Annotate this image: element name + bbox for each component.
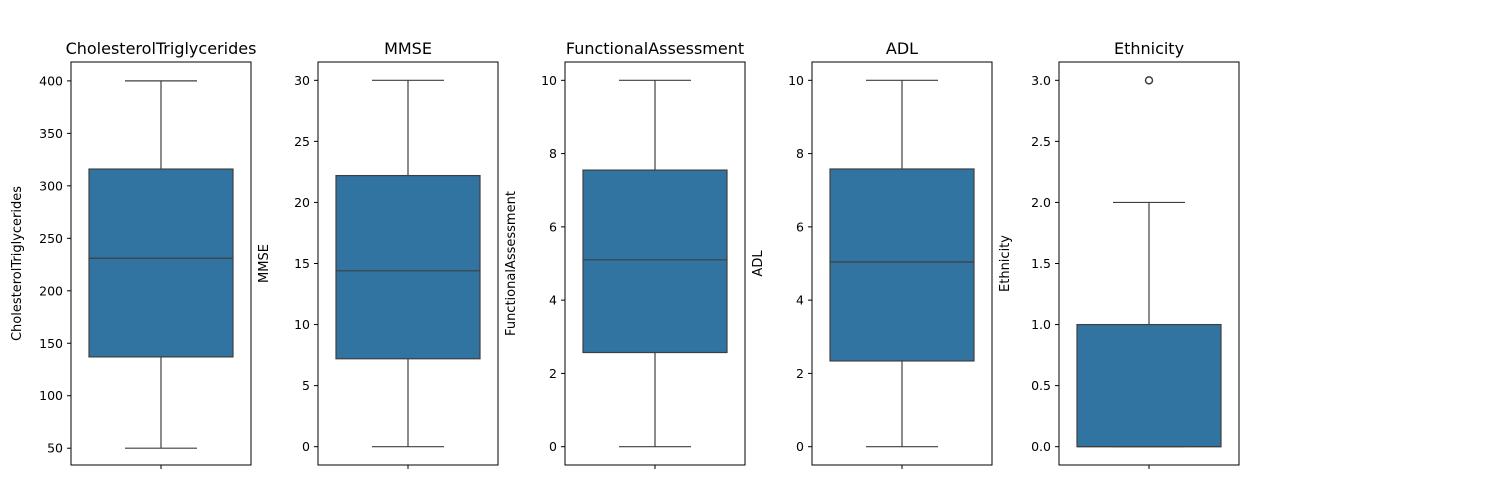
y-axis-label: CholesterolTriglycerides bbox=[10, 186, 25, 341]
chart-panel-1: CholesterolTriglycerides CholesterolTrigl… bbox=[10, 39, 256, 469]
y-tick-label: 2 bbox=[549, 366, 557, 381]
y-tick-label: 2 bbox=[796, 366, 804, 381]
y-tick-label: 0.5 bbox=[1031, 378, 1051, 393]
axes-frame bbox=[70, 61, 252, 466]
y-tick-label: 2.0 bbox=[1031, 195, 1051, 210]
y-tick-label: 1.0 bbox=[1031, 317, 1051, 332]
y-tick-label: 200 bbox=[39, 283, 63, 298]
y-tick-label: 0 bbox=[796, 439, 804, 454]
y-tick-label: 6 bbox=[549, 219, 557, 234]
axes-frame bbox=[564, 61, 746, 466]
y-tick-label: 300 bbox=[39, 178, 63, 193]
y-axis-label: ADL bbox=[751, 250, 766, 277]
y-tick-label: 0 bbox=[302, 439, 310, 454]
iqr-box bbox=[335, 174, 481, 360]
chart-panel-2: MMSE MMSE 0 5 10 15 20 25 30 bbox=[257, 39, 499, 469]
axes-frame bbox=[317, 61, 499, 466]
y-tick-label: 10 bbox=[541, 73, 557, 88]
y-tick-label: 350 bbox=[39, 126, 63, 141]
y-tick-label: 8 bbox=[549, 146, 557, 161]
chart-title: ADL bbox=[886, 39, 918, 58]
chart-panel-4: ADL ADL 0 2 4 6 8 10 bbox=[751, 39, 993, 469]
chart-title: MMSE bbox=[384, 39, 432, 58]
y-tick-label: 10 bbox=[788, 73, 804, 88]
iqr-box bbox=[88, 168, 234, 358]
iqr-box bbox=[1076, 323, 1222, 448]
axes-frame bbox=[811, 61, 993, 466]
y-axis-label: Ethnicity bbox=[998, 235, 1013, 292]
axes-frame bbox=[1058, 61, 1240, 466]
iqr-box bbox=[582, 169, 728, 354]
chart-panel-5: Ethnicity Ethnicity 0.0 0.5 1.0 1.5 2.0 2.5 3.0 bbox=[998, 39, 1240, 469]
iqr-box bbox=[829, 168, 975, 362]
y-tick-label: 4 bbox=[796, 293, 804, 308]
y-tick-label: 4 bbox=[549, 293, 557, 308]
chart-panel-3: FunctionalAssessment FunctionalAssessment… bbox=[504, 39, 746, 469]
y-tick-label: 2.5 bbox=[1031, 134, 1051, 149]
y-tick-label: 10 bbox=[294, 317, 310, 332]
y-tick-label: 8 bbox=[796, 146, 804, 161]
y-tick-label: 0.0 bbox=[1031, 439, 1051, 454]
y-axis-label: FunctionalAssessment bbox=[504, 191, 519, 336]
y-tick-label: 30 bbox=[294, 73, 310, 88]
outlier-point bbox=[1144, 76, 1154, 85]
chart-title: FunctionalAssessment bbox=[566, 39, 744, 58]
y-tick-label: 250 bbox=[39, 231, 63, 246]
y-axis-label: MMSE bbox=[257, 244, 272, 283]
y-tick-label: 100 bbox=[39, 388, 63, 403]
y-tick-label: 3.0 bbox=[1031, 73, 1051, 88]
y-tick-label: 1.5 bbox=[1031, 256, 1051, 271]
y-tick-label: 15 bbox=[294, 256, 310, 271]
y-tick-label: 25 bbox=[294, 134, 310, 149]
chart-title: Ethnicity bbox=[1114, 39, 1184, 58]
y-tick-label: 5 bbox=[302, 378, 310, 393]
y-tick-label: 50 bbox=[47, 441, 63, 456]
y-tick-label: 150 bbox=[39, 336, 63, 351]
y-tick-label: 400 bbox=[39, 73, 63, 88]
chart-title: CholesterolTriglycerides bbox=[66, 39, 257, 58]
y-tick-label: 0 bbox=[549, 439, 557, 454]
y-tick-label: 6 bbox=[796, 219, 804, 234]
y-tick-label: 20 bbox=[294, 195, 310, 210]
